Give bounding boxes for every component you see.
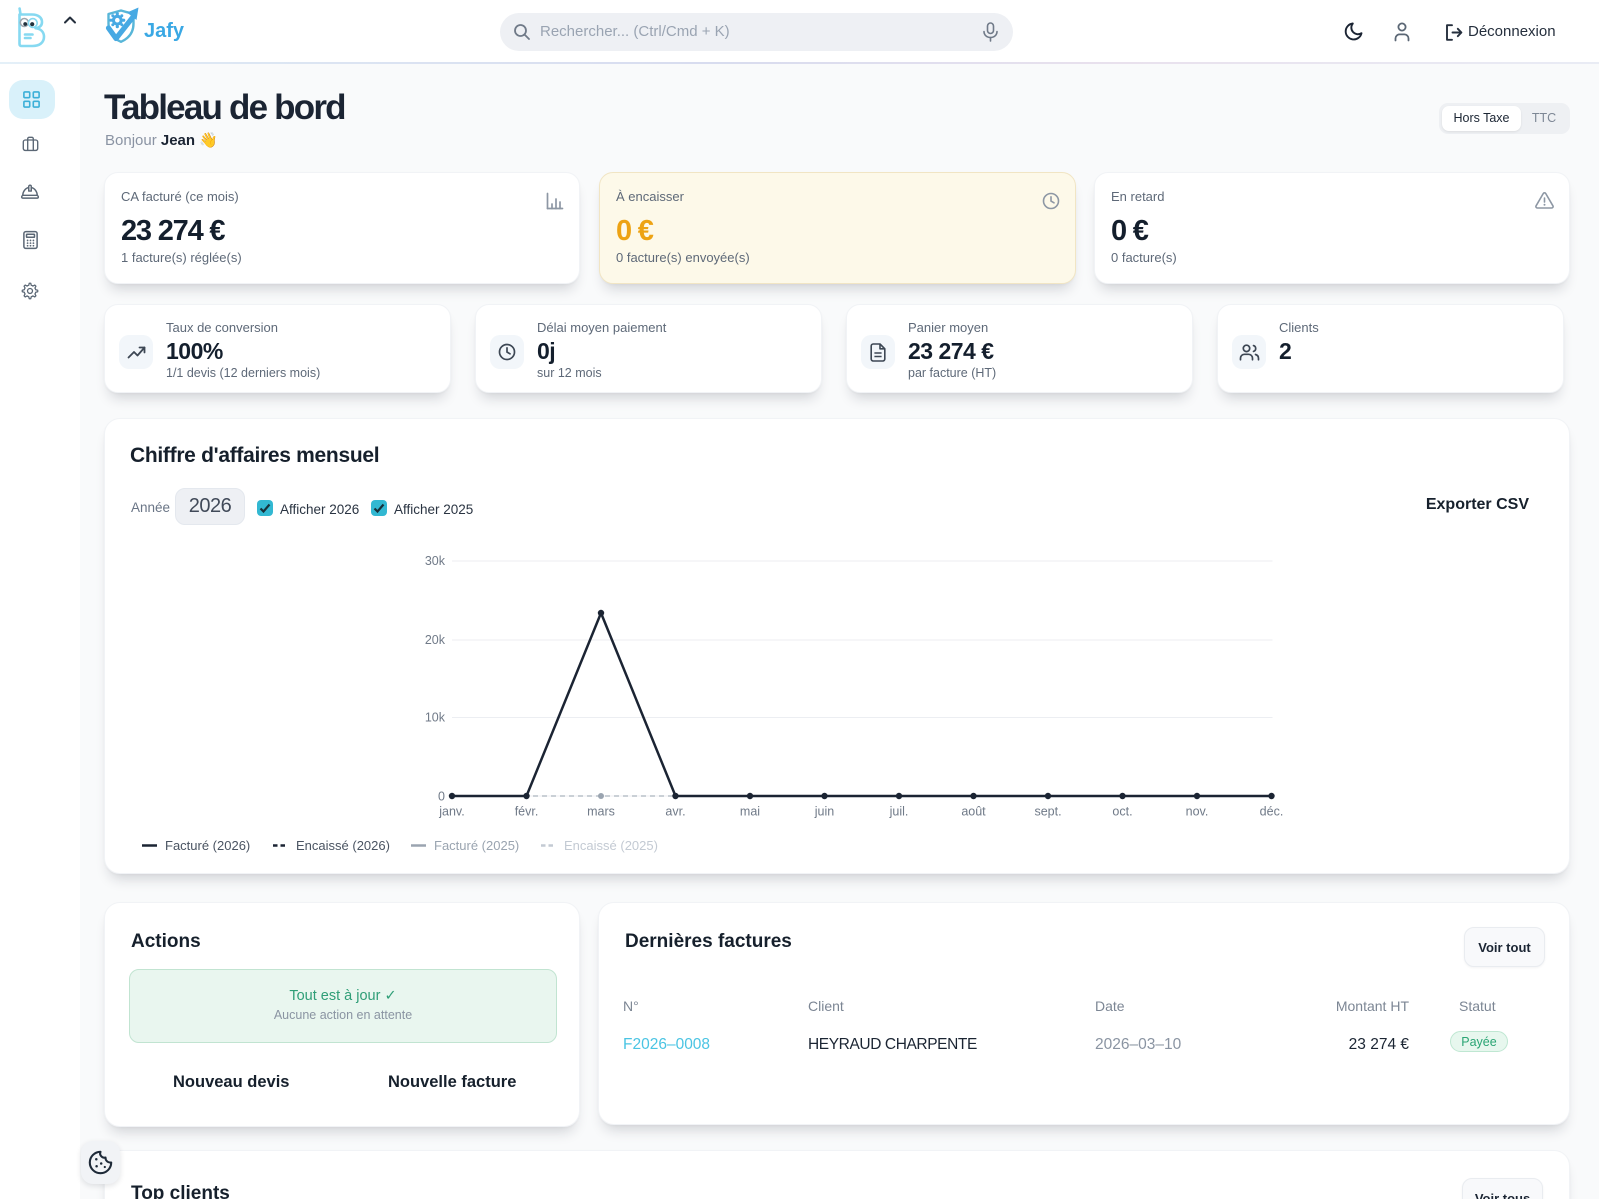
svg-text:20k: 20k (425, 633, 446, 647)
svg-text:déc.: déc. (1260, 805, 1284, 819)
svg-text:juil.: juil. (889, 805, 909, 819)
svg-text:oct.: oct. (1112, 805, 1132, 819)
svg-text:sept.: sept. (1034, 805, 1061, 819)
svg-text:10k: 10k (425, 711, 446, 725)
svg-text:avr.: avr. (665, 805, 685, 819)
svg-text:Facturé (2026): Facturé (2026) (165, 838, 250, 853)
svg-text:mars: mars (587, 805, 615, 819)
svg-text:Encaissé (2025): Encaissé (2025) (564, 838, 658, 853)
svg-text:30k: 30k (425, 554, 446, 568)
svg-text:0: 0 (438, 790, 445, 804)
svg-text:juin: juin (814, 805, 835, 819)
svg-text:févr.: févr. (515, 805, 539, 819)
svg-text:Encaissé (2026): Encaissé (2026) (296, 838, 390, 853)
svg-text:mai: mai (740, 805, 760, 819)
svg-text:août: août (961, 805, 986, 819)
svg-text:janv.: janv. (438, 805, 464, 819)
svg-text:Facturé (2025): Facturé (2025) (434, 838, 519, 853)
svg-text:nov.: nov. (1186, 805, 1209, 819)
